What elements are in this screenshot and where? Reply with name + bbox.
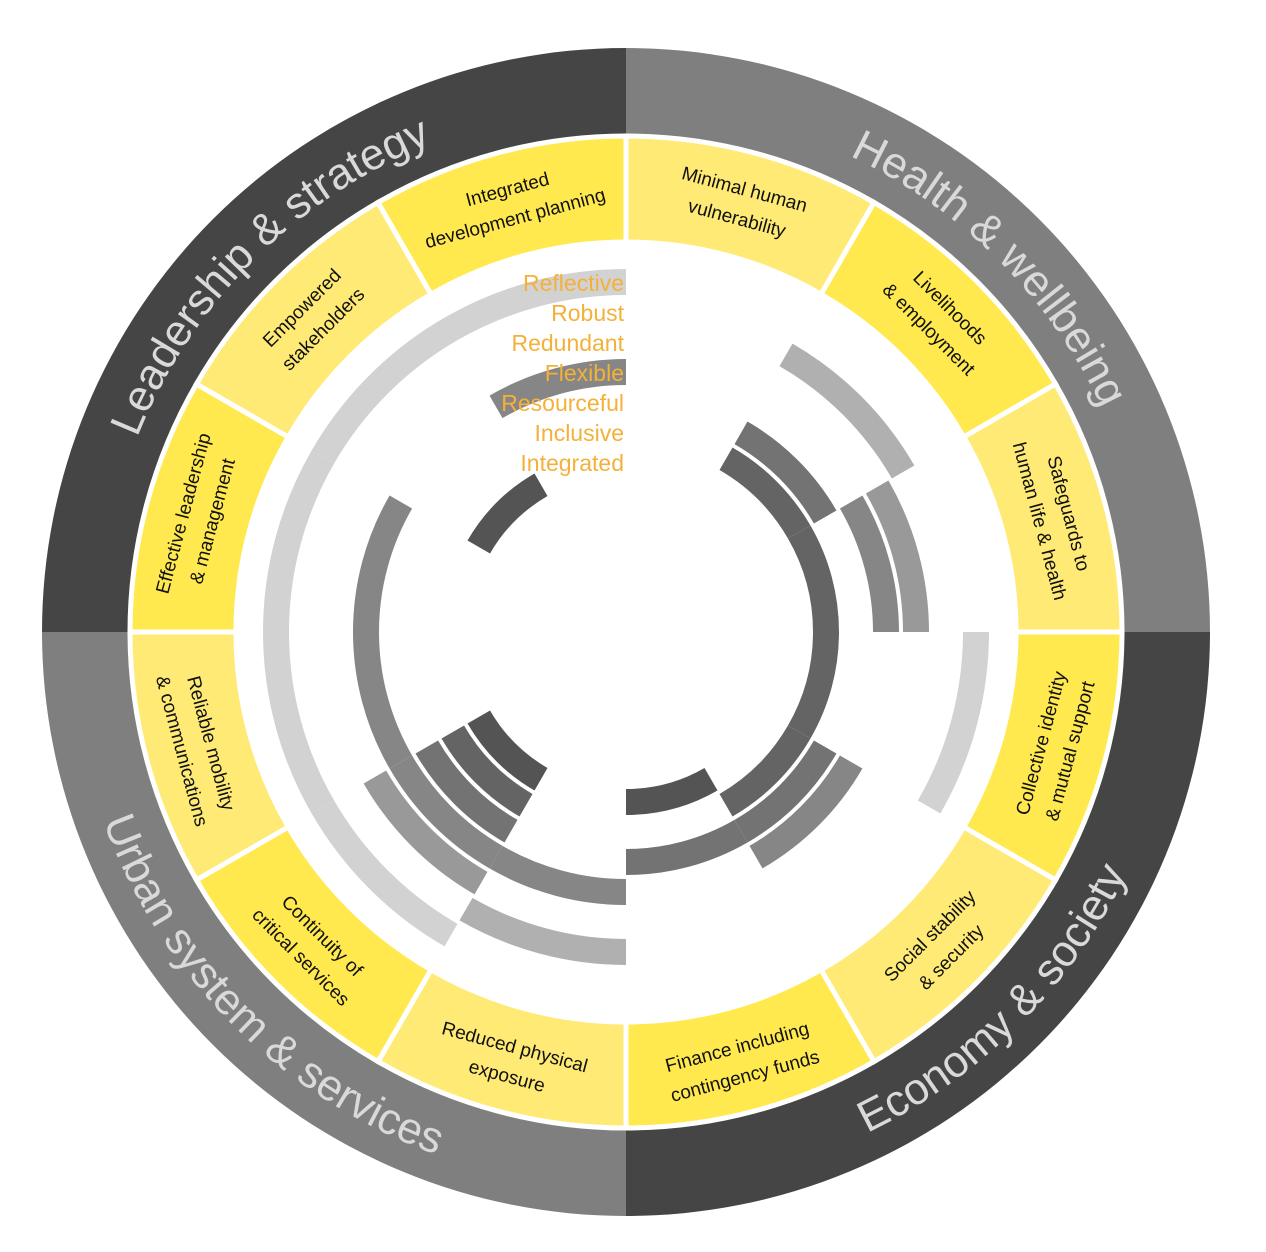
quality-arc-flexible (353, 495, 413, 632)
dimension-band-economy (626, 632, 1210, 1216)
quality-arc-inclusive (787, 525, 839, 632)
quality-arc-resourceful (415, 740, 518, 843)
dimension-band-health (626, 48, 1210, 632)
quality-label-redundant: Redundant (511, 330, 624, 356)
quality-label-robust: Robust (551, 300, 624, 326)
quality-label-integrated: Integrated (520, 450, 624, 476)
quality-arc-reflective (917, 632, 989, 814)
quality-arc-reflective (311, 317, 458, 464)
quality-arc-reflective (311, 800, 458, 947)
quality-arc-reflective (263, 450, 335, 632)
quality-arc-resourceful (734, 740, 837, 843)
quality-arc-flexible (489, 845, 626, 906)
quality-arcs (263, 269, 989, 965)
quality-label-reflective: Reflective (523, 270, 624, 296)
goal-segment (374, 133, 629, 298)
quality-arc-flexible (749, 755, 863, 869)
quality-arc-flexible (389, 755, 503, 869)
quality-arc-reflective (444, 269, 626, 341)
dimension-band (42, 48, 1210, 1216)
quality-label-flexible: Flexible (545, 360, 624, 386)
quality-arc-inclusive (719, 447, 811, 539)
quality-arc-redundant (865, 480, 929, 632)
quality-arc-robust (779, 343, 915, 479)
quality-arc-flexible (489, 359, 626, 419)
quality-labels: Reflective Robust Redundant Flexible Resourc… (501, 270, 624, 476)
dimension-band-urban (42, 632, 626, 1216)
quality-arc-inclusive (441, 725, 533, 817)
quality-arc-resourceful (626, 819, 748, 875)
quality-arc-resourceful (734, 421, 837, 524)
quality-arc-flexible (839, 495, 899, 632)
quality-arc-flexible (353, 632, 413, 769)
quality-arc-integrated (467, 473, 548, 554)
quality-arc-redundant (363, 770, 488, 895)
quality-arc-integrated (626, 767, 718, 815)
quality-label-inclusive: Inclusive (535, 420, 624, 446)
quality-arc-inclusive (787, 632, 839, 739)
quality-arc-robust (459, 897, 626, 965)
quality-label-resourceful: Resourceful (501, 390, 624, 416)
dimension-band-leadership (42, 48, 626, 632)
quality-arc-reflective (263, 632, 335, 814)
quality-arc-integrated (467, 710, 548, 791)
quality-arc-inclusive (719, 725, 811, 817)
